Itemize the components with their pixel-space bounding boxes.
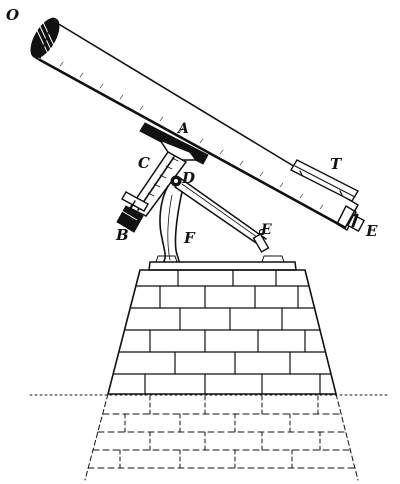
objective-lens-cell xyxy=(30,17,60,59)
telescope-tube xyxy=(35,19,359,229)
label-objective: O xyxy=(6,6,19,24)
label-clamp-d: D xyxy=(181,169,195,187)
base-plate xyxy=(148,255,297,271)
eyepiece xyxy=(336,205,366,233)
label-counterweight-b: B xyxy=(115,226,129,244)
label-sleeve-c: C xyxy=(138,154,150,172)
counterweight xyxy=(116,200,144,233)
label-eyepiece-e: E xyxy=(365,222,378,240)
foundation-underground xyxy=(84,393,359,481)
finder-telescope xyxy=(290,159,359,202)
label-rod-e: E xyxy=(260,222,272,238)
clamp-rod xyxy=(174,177,270,253)
support-pillar xyxy=(159,185,183,267)
label-support-f: F xyxy=(183,229,196,247)
clamp xyxy=(170,175,182,187)
brick-pier xyxy=(107,269,337,395)
label-axis-a: A xyxy=(176,121,189,137)
label-finder-t: T xyxy=(330,155,343,173)
